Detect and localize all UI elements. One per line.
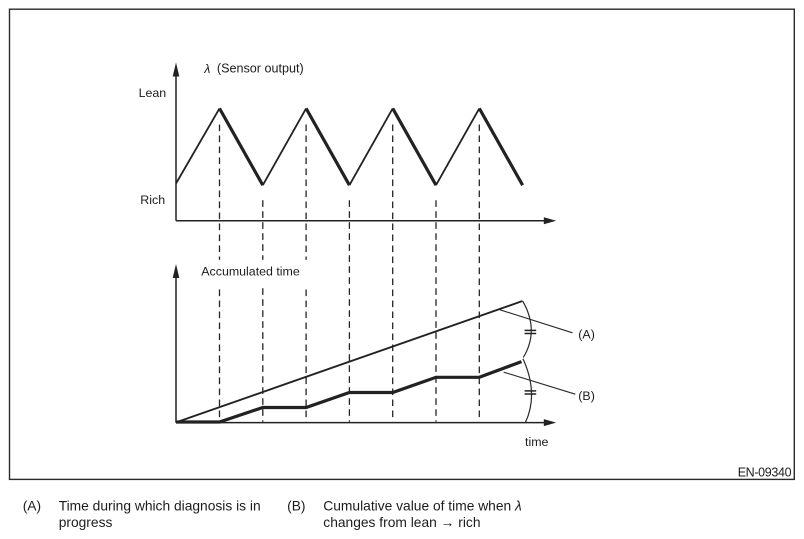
svg-text:Cumulative value of time when: Cumulative value of time when λ xyxy=(323,498,522,513)
svg-text:(B): (B) xyxy=(287,498,305,513)
svg-text:changes from lean → rich: changes from lean → rich xyxy=(323,515,480,530)
svg-text:(A): (A) xyxy=(578,327,595,341)
svg-text:(B): (B) xyxy=(578,389,595,403)
svg-text:time: time xyxy=(525,435,549,449)
svg-text:Time during which diagnosis is: Time during which diagnosis is in xyxy=(59,498,261,513)
svg-text:(Sensor output): (Sensor output) xyxy=(217,62,304,76)
svg-text:λ: λ xyxy=(203,62,210,76)
svg-text:Accumulated time: Accumulated time xyxy=(201,265,300,279)
svg-text:(A): (A) xyxy=(23,498,41,513)
svg-text:progress: progress xyxy=(59,515,113,530)
svg-text:Lean: Lean xyxy=(139,86,167,100)
svg-text:EN-09340: EN-09340 xyxy=(738,465,792,479)
svg-text:Rich: Rich xyxy=(140,193,165,207)
